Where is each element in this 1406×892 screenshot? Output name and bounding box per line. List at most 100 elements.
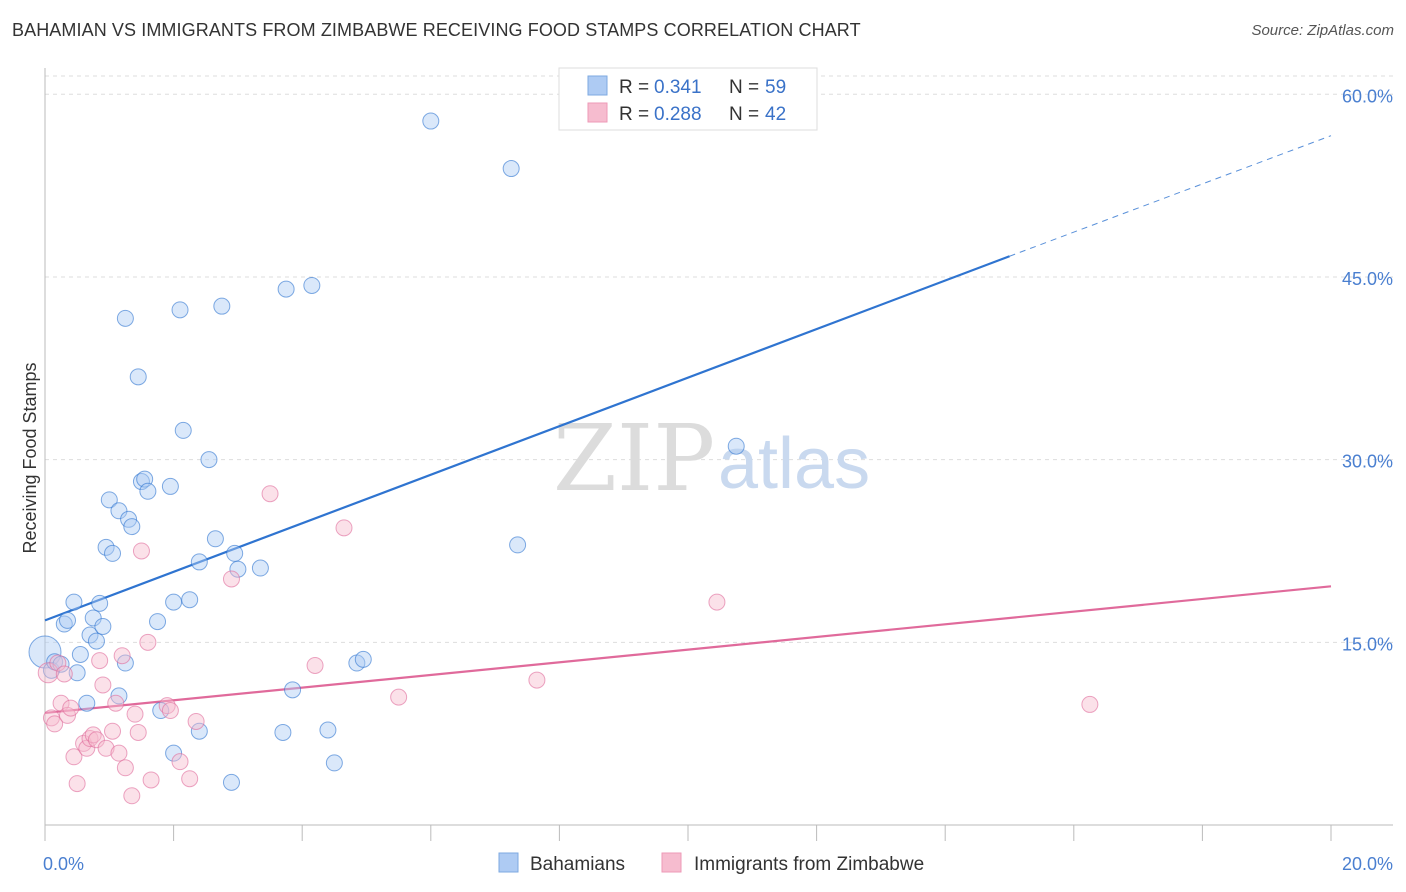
series-1-point-26 bbox=[132, 542, 150, 560]
legend-r-label-2: R = bbox=[619, 104, 649, 125]
series-0-points bbox=[28, 112, 745, 791]
series-1-point-15 bbox=[91, 652, 109, 670]
bottom-legend-swatch-zimbabwe bbox=[661, 852, 682, 873]
y-tick-label-0: 15.0% bbox=[1342, 634, 1393, 654]
series-0-point-37 bbox=[190, 553, 208, 571]
series-1-point-34 bbox=[222, 570, 240, 588]
series-0-point-47 bbox=[284, 681, 302, 699]
watermark-zip: ZIP bbox=[553, 405, 715, 512]
series-0-point-11 bbox=[84, 609, 102, 627]
legend-swatch-bahamians bbox=[587, 75, 608, 96]
x-tick-label-1: 20.0% bbox=[1342, 854, 1393, 874]
series-0-point-25 bbox=[132, 473, 150, 491]
series-0-point-20 bbox=[116, 309, 134, 327]
series-1-point-31 bbox=[171, 753, 189, 771]
series-1-point-3 bbox=[49, 654, 67, 672]
series-1-point-19 bbox=[107, 694, 125, 712]
series-0-point-12 bbox=[87, 632, 105, 650]
series-1-point-39 bbox=[528, 671, 546, 689]
series-0-point-8 bbox=[71, 645, 89, 663]
series-1-point-30 bbox=[161, 702, 179, 720]
trend-extension-series-0 bbox=[1009, 135, 1332, 257]
series-0-point-33 bbox=[171, 301, 189, 319]
series-1-point-18 bbox=[104, 722, 122, 740]
series-1-point-27 bbox=[139, 633, 157, 651]
series-1-point-5 bbox=[55, 665, 73, 683]
series-1-point-36 bbox=[306, 656, 324, 674]
series-0-point-15 bbox=[97, 538, 115, 556]
legend-bottom: Bahamians Immigrants from Zimbabwe bbox=[498, 852, 924, 875]
series-0-point-48 bbox=[303, 276, 321, 294]
y-tick-label-3: 60.0% bbox=[1342, 86, 1393, 106]
series-1-point-2 bbox=[46, 715, 64, 733]
series-0-point-40 bbox=[213, 297, 231, 315]
series-0-point-39 bbox=[206, 530, 224, 548]
series-1-point-13 bbox=[84, 726, 102, 744]
series-0-point-5 bbox=[59, 611, 77, 629]
series-0-point-31 bbox=[165, 593, 183, 611]
series-0-point-49 bbox=[319, 721, 337, 739]
series-0-point-13 bbox=[91, 594, 109, 612]
series-1-point-38 bbox=[390, 688, 408, 706]
series-1-point-14 bbox=[87, 731, 105, 749]
series-1-point-23 bbox=[123, 787, 141, 805]
series-0-point-38 bbox=[200, 451, 218, 469]
series-0-point-10 bbox=[81, 626, 99, 644]
legend-top: R = 0.341 N = 59 R = 0.288 N = 42 bbox=[558, 67, 818, 131]
series-0-point-34 bbox=[174, 421, 192, 439]
series-0-point-23 bbox=[123, 518, 141, 536]
series-0-point-17 bbox=[104, 544, 122, 562]
legend-n-value-1: 59 bbox=[765, 77, 786, 98]
series-1-point-41 bbox=[1081, 695, 1099, 713]
series-0-point-35 bbox=[181, 591, 199, 609]
y-tick-label-1: 30.0% bbox=[1342, 452, 1393, 472]
series-0-point-36 bbox=[190, 722, 208, 740]
series-1-point-24 bbox=[126, 705, 144, 723]
legend-r-value-1: 0.341 bbox=[654, 77, 702, 98]
series-1-point-33 bbox=[187, 712, 205, 730]
series-1-point-40 bbox=[708, 593, 726, 611]
series-0-point-45 bbox=[274, 723, 292, 741]
series-0-point-27 bbox=[139, 482, 157, 500]
series-0-point-44 bbox=[251, 559, 269, 577]
series-1-point-16 bbox=[94, 676, 112, 694]
chart-title: BAHAMIAN VS IMMIGRANTS FROM ZIMBABWE REC… bbox=[12, 20, 861, 40]
series-1-point-25 bbox=[129, 723, 147, 741]
series-0-point-9 bbox=[78, 694, 96, 712]
series-0-point-14 bbox=[94, 617, 112, 635]
legend-swatch-zimbabwe bbox=[587, 102, 608, 123]
series-0-point-50 bbox=[325, 754, 343, 772]
series-0-point-53 bbox=[422, 112, 440, 130]
series-0-point-0 bbox=[28, 635, 62, 669]
series-1-point-20 bbox=[110, 744, 128, 762]
series-0-point-28 bbox=[149, 613, 167, 631]
series-1-point-8 bbox=[65, 748, 83, 766]
series-0-point-30 bbox=[161, 477, 179, 495]
data-points bbox=[28, 112, 1099, 805]
series-0-point-19 bbox=[110, 502, 128, 520]
legend-r-label-1: R = bbox=[619, 77, 649, 98]
legend-n-label-1: N = bbox=[729, 77, 759, 98]
series-0-point-41 bbox=[222, 773, 240, 791]
y-tick-label-2: 45.0% bbox=[1342, 269, 1393, 289]
series-0-point-6 bbox=[65, 593, 83, 611]
series-1-point-0 bbox=[37, 662, 59, 684]
trend-line-series-0 bbox=[44, 255, 1010, 622]
series-0-point-24 bbox=[129, 368, 147, 386]
series-1-point-22 bbox=[116, 759, 134, 777]
series-0-point-55 bbox=[509, 536, 527, 554]
series-1-point-37 bbox=[335, 519, 353, 537]
legend-n-label-2: N = bbox=[729, 104, 759, 125]
bottom-legend-label-zimbabwe: Immigrants from Zimbabwe bbox=[694, 854, 924, 875]
axes bbox=[44, 68, 1393, 841]
series-1-point-7 bbox=[62, 699, 80, 717]
source-credit: Source: ZipAtlas.com bbox=[1251, 22, 1394, 39]
trend-lines bbox=[44, 135, 1332, 715]
series-1-point-21 bbox=[113, 647, 131, 665]
series-1-point-32 bbox=[181, 770, 199, 788]
series-1-point-17 bbox=[97, 739, 115, 757]
series-1-point-35 bbox=[261, 485, 279, 503]
tick-labels: 15.0% 30.0% 45.0% 60.0% 0.0% 20.0% bbox=[43, 86, 1393, 874]
series-1-point-9 bbox=[68, 775, 86, 793]
y-axis-title: Receiving Food Stamps bbox=[20, 362, 40, 553]
